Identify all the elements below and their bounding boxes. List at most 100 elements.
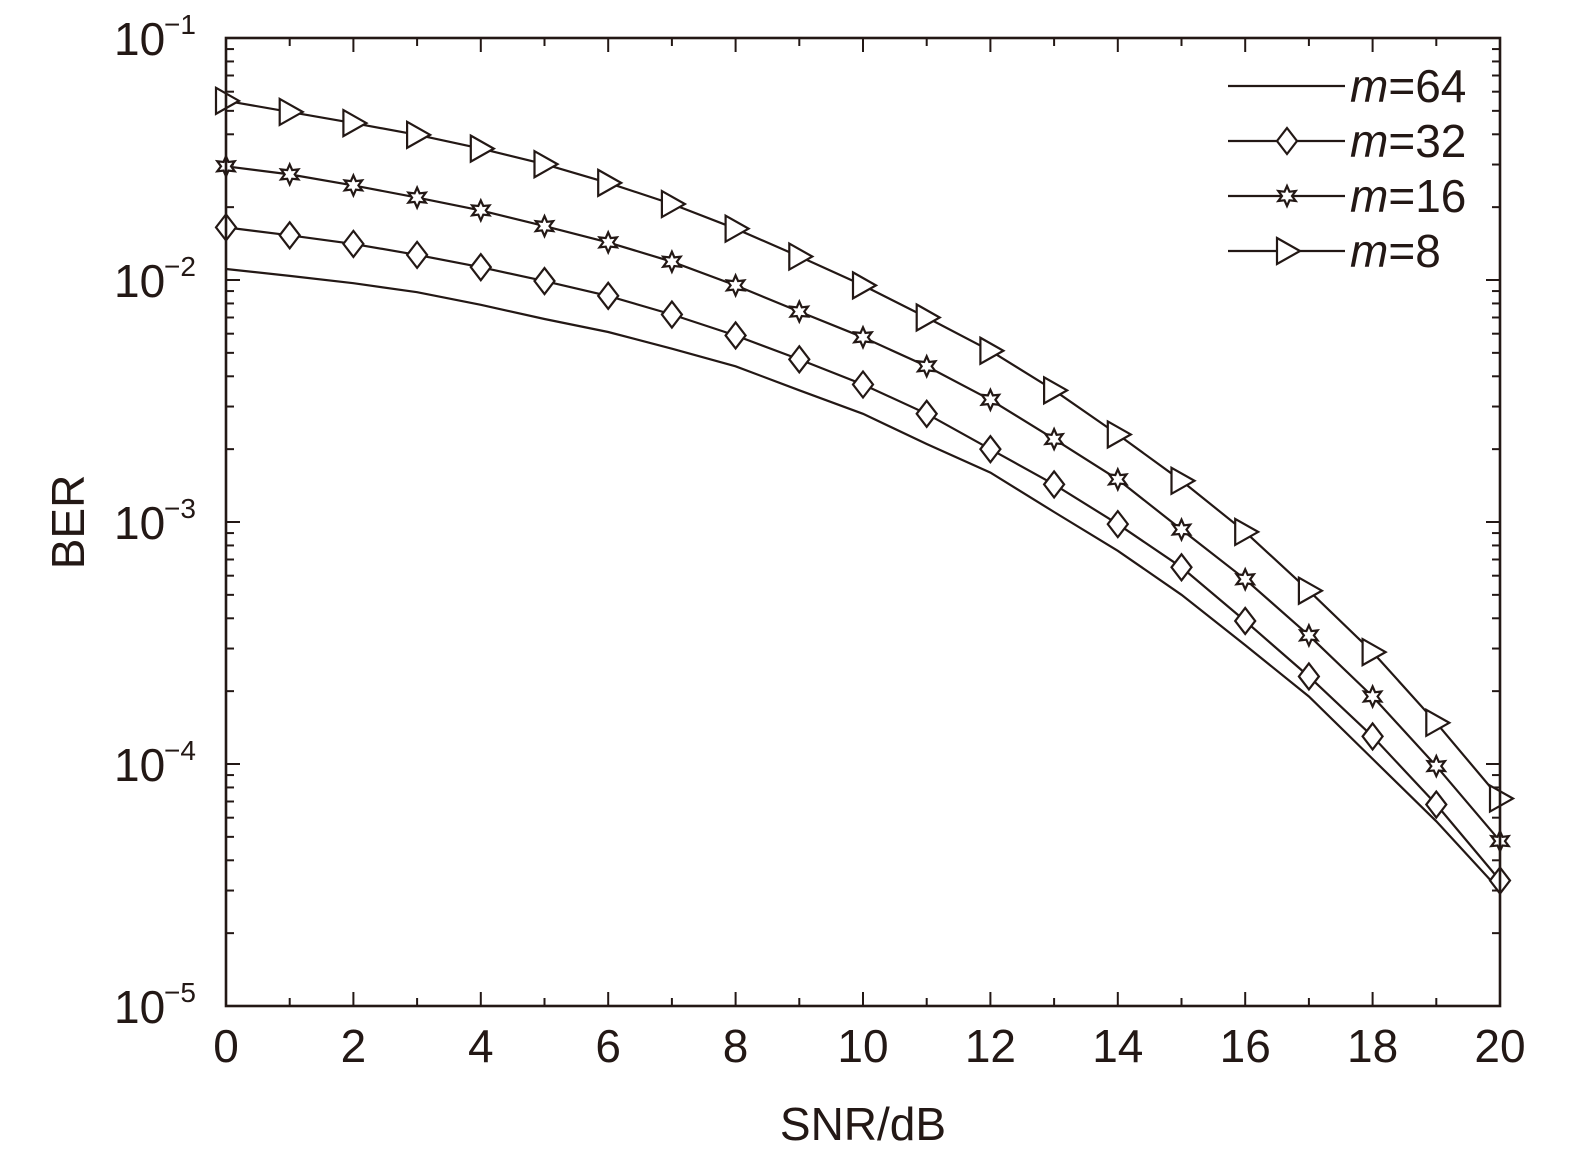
x-tick-label: 10 — [837, 1020, 888, 1072]
legend-variable: m — [1350, 170, 1388, 222]
star-marker — [1361, 683, 1384, 710]
triangle-marker — [1488, 783, 1516, 814]
x-tick-labels: 0 2 4 6 8 10 12 14 16 18 20 — [213, 1020, 1525, 1072]
triangle-marker — [1106, 419, 1134, 450]
star-marker — [1297, 622, 1320, 649]
x-tick-label: 18 — [1347, 1020, 1398, 1072]
triangle-marker — [1042, 375, 1070, 406]
star-marker — [597, 229, 620, 256]
diamond-marker — [724, 320, 747, 351]
triangle-marker — [1234, 517, 1261, 547]
legend-label: m=32 — [1350, 115, 1466, 167]
triangle-marker — [1425, 707, 1452, 738]
star-marker — [1275, 183, 1299, 209]
y-tick-exponent: −5 — [164, 977, 196, 1008]
legend-value: =64 — [1388, 60, 1466, 112]
star-marker — [469, 197, 492, 224]
legend-item: m=32 — [1228, 115, 1466, 167]
series-layer — [214, 85, 1516, 896]
diamond-marker — [1361, 721, 1384, 752]
y-tick-exponent: −1 — [164, 9, 196, 40]
diamond-marker — [342, 229, 365, 259]
x-tick-label: 20 — [1474, 1020, 1525, 1072]
legend-variable: m — [1350, 115, 1388, 167]
diamond-marker — [1424, 789, 1448, 820]
star-marker — [278, 161, 301, 188]
triangle-marker — [1275, 236, 1303, 266]
diamond-marker — [915, 398, 939, 429]
legend-item: m=16 — [1228, 170, 1466, 222]
y-tick-labels: 10−110−210−310−410−5 — [114, 9, 196, 1033]
y-tick-label: 10 — [114, 255, 165, 307]
series-0 — [225, 267, 1501, 892]
diamond-marker — [1233, 606, 1257, 636]
y-tick-exponent: −4 — [164, 735, 196, 766]
y-tick-exponent: −3 — [164, 493, 196, 524]
triangle-marker — [915, 302, 942, 333]
triangle-marker — [214, 85, 242, 116]
diamond-marker — [1170, 552, 1193, 583]
legend-value: =32 — [1388, 115, 1466, 167]
legend-value: =16 — [1388, 170, 1466, 222]
diamond-marker — [533, 266, 556, 296]
legend-variable: m — [1350, 225, 1388, 277]
star-marker — [851, 324, 875, 351]
triangle-marker — [851, 270, 879, 301]
y-tick-label: 10 — [114, 497, 165, 549]
x-tick-label: 4 — [468, 1020, 494, 1072]
star-marker — [724, 272, 747, 299]
x-tick-label: 6 — [595, 1020, 621, 1072]
triangle-marker — [724, 213, 751, 244]
star-marker — [1106, 466, 1129, 493]
triangle-marker — [1361, 637, 1388, 667]
star-marker — [788, 298, 811, 325]
triangle-marker — [979, 335, 1006, 366]
legend-label: m=16 — [1350, 170, 1466, 222]
triangle-marker — [533, 149, 560, 180]
diamond-marker — [851, 369, 875, 400]
x-axis-label: SNR/dB — [780, 1098, 946, 1150]
triangle-marker — [469, 133, 497, 164]
diamond-marker — [596, 281, 620, 311]
star-marker — [915, 353, 938, 380]
diamond-marker — [405, 240, 429, 270]
diamond-marker — [469, 252, 493, 282]
legend-item: m=8 — [1228, 225, 1441, 277]
triangle-marker — [406, 119, 433, 150]
plot-frame — [224, 36, 1502, 1008]
star-marker — [660, 248, 683, 275]
diamond-marker — [979, 434, 1002, 464]
star-marker — [342, 172, 365, 199]
legend-label: m=64 — [1350, 60, 1466, 112]
triangle-marker — [278, 97, 305, 127]
x-tick-label: 0 — [213, 1020, 239, 1072]
y-tick-label: 10 — [114, 981, 165, 1033]
x-tick-label: 16 — [1220, 1020, 1271, 1072]
x-tick-label: 12 — [965, 1020, 1016, 1072]
diamond-marker — [278, 220, 302, 251]
y-tick-label: 10 — [114, 13, 165, 65]
star-marker — [1234, 566, 1257, 593]
y-axis-label: BER — [42, 475, 94, 570]
x-tick-label: 14 — [1092, 1020, 1143, 1072]
triangle-marker — [1297, 575, 1325, 606]
legend-label: m=8 — [1350, 225, 1441, 277]
diamond-marker — [787, 344, 811, 375]
series-2 — [214, 153, 1512, 854]
triangle-marker — [1170, 465, 1197, 496]
triangle-marker — [788, 241, 815, 272]
diamond-marker — [1042, 469, 1066, 500]
star-marker — [979, 387, 1002, 413]
star-marker — [406, 184, 429, 211]
x-tick-label: 8 — [723, 1020, 749, 1072]
series-line — [225, 267, 1501, 892]
triangle-marker — [597, 167, 624, 198]
legend-variable: m — [1350, 60, 1388, 112]
series-1 — [214, 212, 1512, 896]
tick-marks — [225, 38, 1501, 1007]
star-marker — [1425, 753, 1448, 779]
diamond-marker — [1106, 509, 1130, 539]
star-marker — [533, 213, 556, 239]
y-tick-label: 10 — [114, 739, 165, 791]
